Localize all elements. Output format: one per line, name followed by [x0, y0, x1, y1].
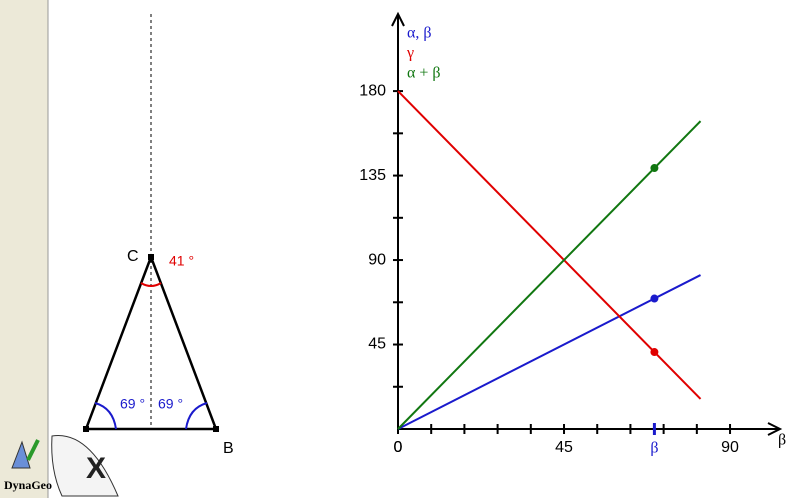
vertex-label: C	[127, 248, 139, 265]
x-tick-label: 90	[721, 439, 739, 456]
logo-text: DynaGeo	[4, 478, 52, 492]
origin-label: 0	[394, 439, 403, 456]
sidebar	[0, 0, 48, 498]
logo-x: X	[86, 452, 106, 485]
legend-entry: α + β	[407, 65, 441, 82]
legend-entry: γ	[406, 45, 414, 62]
series-line	[397, 274, 701, 430]
series-line	[397, 90, 702, 400]
series-marker	[650, 164, 659, 173]
angle-label: 69 °	[158, 396, 183, 412]
logo-page	[51, 435, 119, 497]
y-tick-label: 45	[368, 336, 386, 353]
vertex-label: B	[223, 440, 234, 457]
x-tick-label: 45	[555, 439, 573, 456]
x-tick-label: 0	[394, 439, 403, 456]
y-arrow	[391, 11, 405, 27]
logo[interactable]: DynaGeo X	[4, 435, 119, 497]
marker-label: β	[650, 440, 658, 457]
angle-label: 69 °	[120, 396, 145, 412]
series-marker	[650, 348, 659, 357]
y-tick-label: 90	[368, 251, 386, 268]
y-tick-label: 180	[359, 82, 386, 99]
angle-arc-c	[140, 282, 162, 287]
y-tick-label: 135	[359, 167, 386, 184]
logo-icon	[11, 440, 31, 469]
legend-entry: α, β	[407, 25, 432, 42]
x-arrow	[767, 422, 783, 436]
x-axis-label: β	[778, 432, 786, 449]
vertex-c[interactable]	[148, 254, 154, 260]
triangle	[84, 253, 218, 431]
vertex-b[interactable]	[213, 426, 219, 432]
series-marker	[650, 294, 659, 303]
angle-label: 41 °	[169, 253, 194, 269]
angle-arc-b	[185, 402, 208, 430]
angle-arc-a	[94, 402, 117, 430]
logo-pen	[26, 439, 40, 461]
vertex-a[interactable]	[83, 426, 89, 432]
series-line	[397, 120, 702, 430]
